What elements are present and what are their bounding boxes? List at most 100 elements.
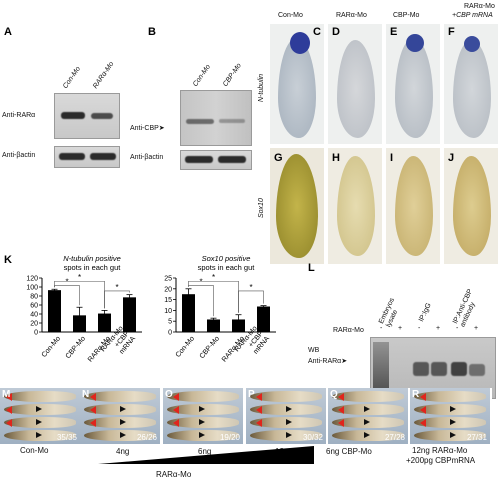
band	[451, 362, 467, 376]
y-tick-label: 40	[30, 312, 38, 319]
category-label-text: CBP-Mo	[199, 335, 221, 360]
gut-arrowhead-icon	[199, 406, 205, 412]
header-ip-anti-cbp: IP:Anti-CBP antibody	[452, 288, 477, 329]
caption-6ng-cbp-mo: 6ng CBP-Mo	[326, 447, 372, 456]
bar	[207, 319, 220, 332]
row-label-anti-cbp: Anti-CBP➤	[130, 124, 165, 132]
gut	[453, 40, 491, 138]
arrowhead-icon	[6, 406, 12, 414]
gut	[395, 38, 433, 138]
significance-star: *	[65, 278, 68, 287]
band	[90, 153, 116, 160]
significance-bracket	[104, 290, 130, 309]
blot-bactin-b	[180, 150, 252, 170]
arrowhead-icon	[173, 406, 179, 414]
gut-arrowhead-icon	[36, 406, 42, 412]
arrowhead-icon	[256, 393, 262, 401]
bar	[73, 315, 86, 332]
panel-label-g: G	[274, 152, 283, 164]
gut-arrowhead-icon	[364, 432, 370, 438]
bar	[232, 319, 245, 332]
tadpole	[4, 391, 76, 402]
panel-label-j: J	[448, 152, 455, 164]
y-tick-label: 80	[30, 294, 38, 301]
caption-12ng-rara-mo: 12ng RARα-Mo	[412, 446, 468, 455]
gut-arrowhead-icon	[36, 432, 42, 438]
anti-cbp-text: Anti-CBP	[130, 125, 159, 132]
gut-arrowhead-icon	[286, 419, 292, 425]
embryo-panel-label: M	[2, 389, 11, 400]
gut-arrowhead-icon	[450, 432, 456, 438]
header-ip-igg: IP:IgG	[418, 302, 433, 323]
gut	[453, 156, 491, 256]
gut-image-i	[386, 148, 440, 264]
gut	[337, 40, 375, 138]
wb-label: WB	[308, 347, 320, 354]
arrowhead-icon	[6, 393, 12, 401]
sign-4: +	[436, 325, 441, 332]
dose-label: RARα-Mo	[156, 470, 192, 479]
bar	[98, 313, 111, 332]
wb-target-label: Anti-RARα➤	[308, 357, 347, 365]
y-tick-label: 100	[26, 285, 38, 292]
title-d: RARα-Mo	[336, 12, 367, 19]
band	[469, 364, 485, 376]
gut	[395, 156, 433, 256]
panel-label-i: I	[390, 152, 394, 164]
wb-target-text: Anti-RARα	[308, 358, 342, 365]
gut-arrowhead-icon	[286, 432, 292, 438]
band	[413, 362, 429, 376]
sign-3: -	[418, 325, 421, 332]
gut	[337, 156, 375, 256]
embryo-count: 27/31	[466, 433, 487, 442]
gut-arrowhead-icon	[199, 432, 205, 438]
band	[91, 113, 113, 119]
panel-label-a: A	[4, 26, 12, 38]
caption-con-mo: Con-Mo	[20, 446, 49, 455]
y-tick-label: 0	[168, 330, 172, 337]
gut-arrowhead-icon	[36, 419, 42, 425]
arrowhead-icon	[173, 419, 179, 427]
arrowhead-icon	[90, 419, 96, 427]
embryo-panels: M 35/35 N 26/26 O 19/20 P 30/32 Q 27/28 R 27/31	[0, 388, 500, 448]
band	[219, 119, 245, 123]
row-label-n-tubulin: N-tubulin	[258, 73, 265, 102]
significance-star: *	[249, 283, 252, 292]
significance-star: *	[115, 283, 118, 292]
tadpole	[250, 391, 322, 402]
band	[431, 362, 447, 376]
tadpole	[414, 391, 486, 402]
bar	[123, 297, 136, 332]
arrowhead-icon	[256, 419, 262, 427]
row-label-anti-bactin-a: Anti-βactin	[2, 152, 36, 159]
gut-image-c	[270, 24, 324, 144]
y-tick-label: 15	[164, 297, 172, 304]
category-label-text: Con-Mo	[41, 335, 62, 359]
caption-6ng: 6ng	[198, 447, 212, 456]
category-label: CBP-Mo	[199, 335, 221, 360]
tadpole	[167, 391, 239, 402]
y-tick-label: 20	[164, 286, 172, 293]
arrowhead-icon	[420, 393, 426, 401]
embryo-panel-o: O 19/20	[163, 388, 245, 444]
lane-label-cbp-mo-b: CBP-Mo	[222, 62, 243, 89]
gut-arrowhead-icon	[450, 419, 456, 425]
gut-arrowhead-icon	[199, 419, 205, 425]
stained-region	[464, 36, 480, 52]
embryo-panel-p: P 30/32	[246, 388, 328, 444]
lysate-smear	[373, 342, 389, 394]
embryo-count: 26/26	[136, 433, 157, 442]
gut-arrowhead-icon	[120, 432, 126, 438]
panel-label-d: D	[332, 26, 340, 38]
gut-arrowhead-icon	[364, 419, 370, 425]
y-tick-label: 120	[26, 276, 38, 283]
bar	[182, 294, 195, 332]
title-f: RARα-Mo	[464, 3, 495, 10]
sign-6: +	[474, 325, 479, 332]
title-c: Con-Mo	[278, 12, 303, 19]
significance-star: *	[199, 278, 202, 287]
gut-image-d	[328, 24, 382, 144]
dose-wedge	[98, 446, 314, 464]
